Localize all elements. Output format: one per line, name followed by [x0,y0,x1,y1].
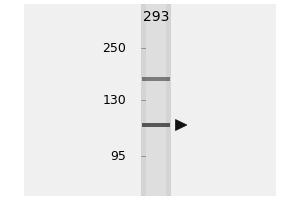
Text: 130: 130 [102,94,126,106]
FancyBboxPatch shape [24,4,276,196]
Text: 293: 293 [143,10,169,24]
Text: 250: 250 [102,42,126,54]
FancyBboxPatch shape [142,77,170,81]
FancyBboxPatch shape [146,4,167,196]
Text: 95: 95 [110,150,126,162]
Polygon shape [176,119,187,130]
FancyBboxPatch shape [142,123,170,127]
FancyBboxPatch shape [141,4,171,196]
